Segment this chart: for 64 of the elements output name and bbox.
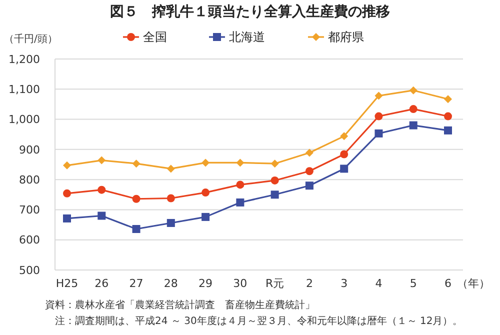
point — [340, 164, 348, 173]
point — [166, 164, 175, 173]
point — [409, 86, 418, 94]
y-tick-label: 1,100 — [8, 82, 40, 96]
x-tick-label: 30 — [233, 277, 248, 290]
y-tick-label: 700 — [19, 204, 40, 217]
point — [444, 112, 452, 120]
x-tick-label: H25 — [56, 277, 78, 290]
point — [236, 158, 244, 167]
text: 注：調査期間は、平成24 ～ 30年度は４月～翌３月、令和元年以降は暦年（１～ 12月）。 — [55, 315, 463, 327]
point — [132, 194, 140, 203]
x-tick-label: 26 — [94, 277, 109, 290]
point — [63, 214, 71, 222]
y-tick-label: 800 — [19, 173, 40, 186]
point — [98, 156, 106, 164]
point — [98, 212, 106, 220]
point — [374, 92, 383, 100]
point — [374, 129, 383, 138]
y-tick-label: 500 — [19, 264, 40, 277]
legend-label: 都府県 — [328, 30, 364, 44]
point — [270, 160, 279, 168]
point — [305, 167, 314, 176]
point — [166, 194, 175, 202]
point — [409, 105, 418, 114]
x-tick-label: 5 — [410, 277, 417, 290]
point — [444, 126, 452, 134]
point — [374, 112, 383, 120]
legend-label: 北海道 — [229, 30, 265, 44]
point — [236, 198, 244, 206]
point — [270, 190, 279, 199]
text: 資料：農林水産省「農業経営統計調査 畜産物生産費統計」 — [45, 299, 315, 311]
point — [63, 189, 71, 198]
point — [340, 132, 348, 140]
point — [202, 188, 210, 197]
chart-title: 図５ 搾乳牛１頭当たり全算入生産費の推移 — [110, 3, 390, 20]
y-tick-label: 900 — [19, 143, 40, 156]
y-tick-label: 1,200 — [8, 52, 40, 66]
point — [444, 95, 452, 104]
point — [305, 148, 314, 157]
x-tick-label: 28 — [164, 277, 178, 290]
point — [63, 161, 71, 170]
point — [202, 158, 210, 167]
point — [132, 225, 140, 234]
point — [132, 160, 140, 168]
x-axis-title: （年） — [457, 277, 490, 290]
point — [98, 186, 106, 194]
x-tick-label: 2 — [306, 277, 313, 290]
point — [305, 182, 314, 190]
point — [202, 212, 210, 221]
point — [236, 180, 244, 189]
x-tick-label: 29 — [198, 277, 213, 290]
point — [270, 176, 279, 184]
y-tick-label: 600 — [19, 234, 40, 247]
y-axis-title: （千円/頭） — [4, 33, 58, 45]
x-tick-label: 4 — [375, 277, 382, 290]
y-tick-label: 1,000 — [8, 113, 40, 126]
x-tick-label: R元 — [265, 277, 284, 290]
legend-label: 全国 — [143, 30, 167, 44]
point — [166, 218, 175, 227]
x-tick-label: 3 — [340, 277, 348, 290]
point — [340, 150, 348, 158]
x-tick-label: 27 — [129, 277, 144, 290]
point — [409, 121, 418, 130]
x-tick-label: 6 — [444, 277, 452, 290]
